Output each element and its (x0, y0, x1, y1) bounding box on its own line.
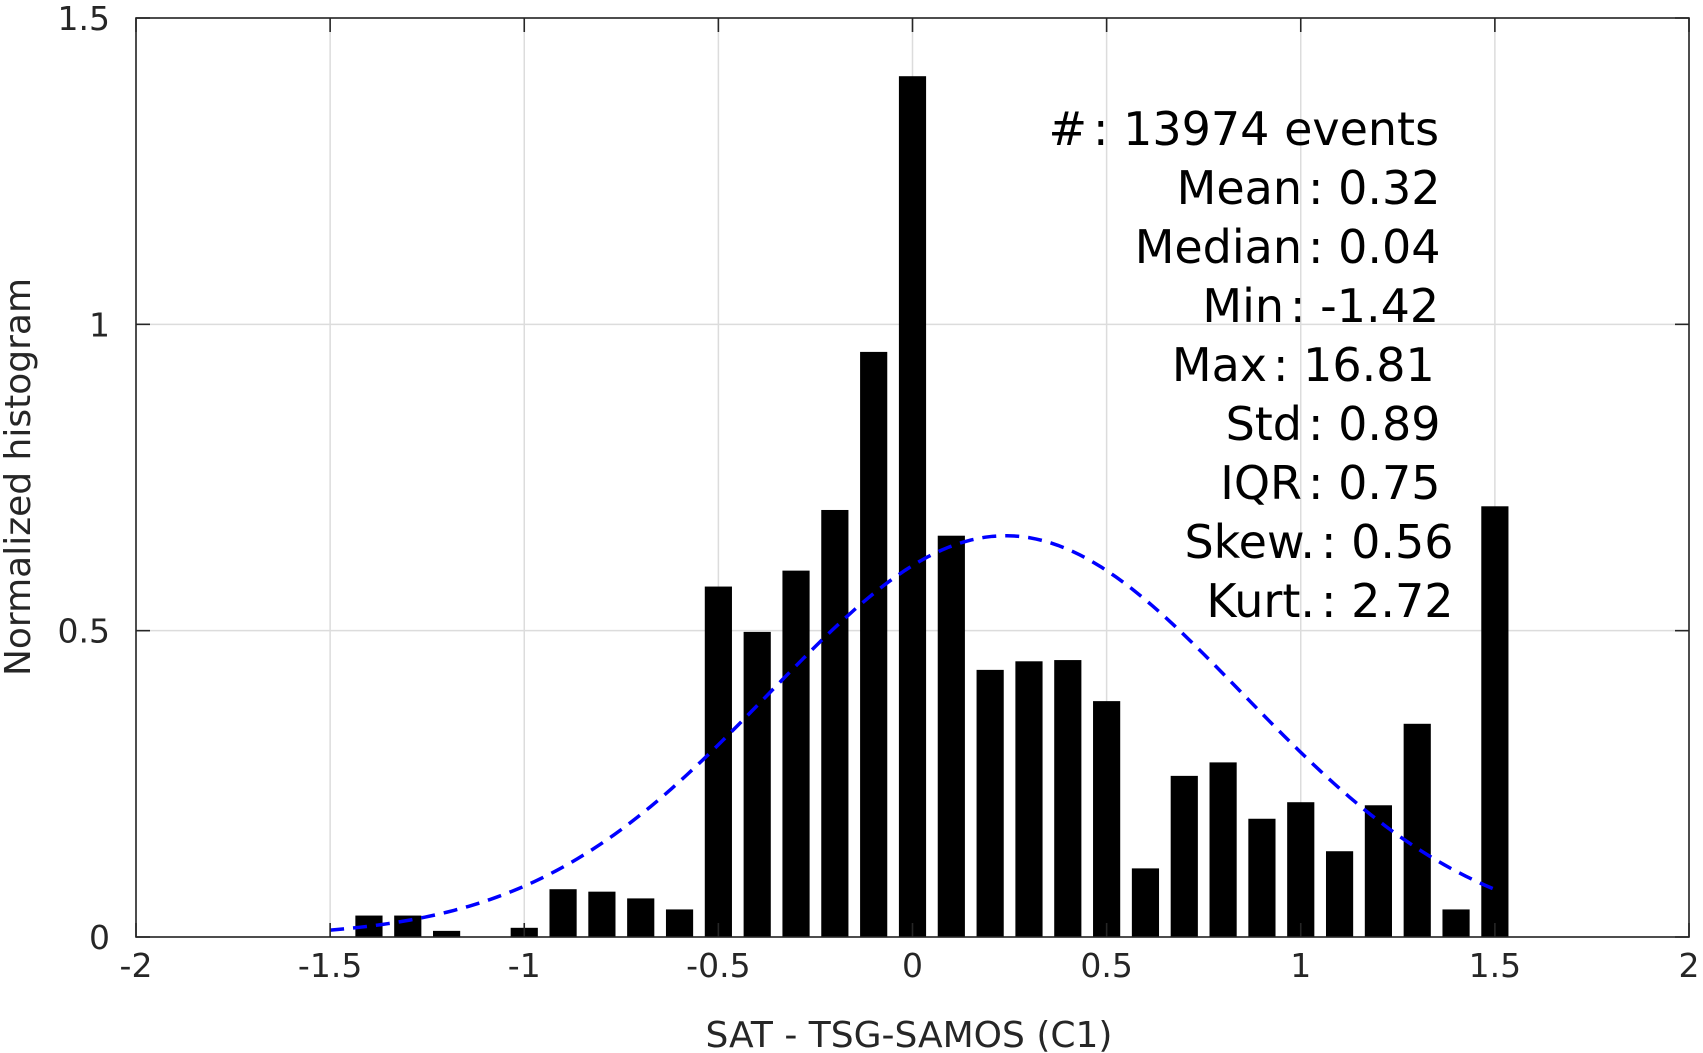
y-tick-label-1: 0.5 (58, 612, 110, 651)
histogram-bar-23 (1248, 818, 1276, 937)
stat-label-3: Min (1202, 279, 1284, 333)
y-axis-label: Normalized histogram (0, 278, 39, 676)
histogram-bar-20 (1131, 868, 1160, 937)
histogram-bar-14 (898, 76, 927, 938)
y-axis-ticks: 0 0.5 1 1.5 (58, 0, 1689, 957)
x-tick-label-8: 2 (1679, 946, 1700, 985)
histogram-bar-19 (1093, 701, 1121, 937)
stat-label-5: Std (1226, 397, 1302, 451)
x-tick-label-1: -1.5 (298, 946, 362, 985)
histogram-bar-10 (743, 631, 771, 937)
stat-label-4: Max (1172, 338, 1267, 392)
x-tick-label-4: 0 (902, 946, 923, 985)
x-axis-ticks: -2 -1.5 -1 -0.5 0 0.5 1 1.5 2 (120, 18, 1700, 985)
histogram-bar-12 (821, 509, 849, 937)
stat-label-0: # (1048, 102, 1087, 156)
histogram-bar-13 (860, 351, 888, 937)
histogram-bar-22 (1209, 762, 1237, 937)
stat-value-8: : 2.72 (1321, 574, 1454, 628)
normal-fit-curve (329, 533, 1496, 932)
x-tick-label-0: -2 (120, 946, 153, 985)
histogram-bar-6 (588, 891, 616, 937)
stat-value-7: : 0.56 (1321, 515, 1454, 569)
stat-label-1: Mean (1177, 161, 1302, 215)
stat-value-1: : 0.32 (1308, 161, 1441, 215)
histogram-bar-11 (782, 570, 810, 937)
stat-label-6: IQR (1220, 456, 1302, 510)
histogram-bar-8 (665, 909, 694, 937)
x-tick-label-2: -1 (508, 946, 541, 985)
histogram-bar-17 (1015, 661, 1043, 937)
x-tick-label-5: 0.5 (1080, 946, 1132, 985)
histogram-bar-24 (1287, 802, 1315, 937)
histogram-bar-25 (1325, 851, 1354, 937)
y-tick-label-3: 1.5 (58, 0, 110, 38)
histogram-bar-28 (1442, 909, 1470, 937)
stat-label-8: Kurt. (1206, 574, 1315, 628)
stat-value-3: : -1.42 (1290, 279, 1439, 333)
histogram-bars (355, 76, 1509, 938)
histogram-bar-21 (1170, 775, 1198, 937)
x-tick-label-6: 1 (1290, 946, 1311, 985)
x-tick-label-7: 1.5 (1469, 946, 1521, 985)
histogram-bar-16 (976, 669, 1004, 937)
stat-label-7: Skew. (1184, 515, 1315, 569)
stat-value-0: : 13974 events (1093, 102, 1439, 156)
stat-value-6: : 0.75 (1308, 456, 1441, 510)
y-tick-label-2: 1 (89, 305, 110, 344)
histogram-bar-18 (1054, 660, 1082, 937)
histogram-bar-26 (1364, 805, 1392, 937)
x-tick-label-3: -0.5 (686, 946, 750, 985)
stat-value-4: : 16.81 (1273, 338, 1435, 392)
histogram-bar-29 (1481, 506, 1509, 937)
stat-value-2: : 0.04 (1308, 220, 1441, 274)
histogram-bar-9 (704, 586, 732, 937)
histogram-bar-5 (549, 889, 577, 937)
stat-value-5: : 0.89 (1308, 397, 1441, 451)
histogram-bar-15 (937, 535, 965, 937)
stat-label-2: Median (1135, 220, 1302, 274)
y-tick-label-0: 0 (89, 918, 110, 957)
x-axis-label: SAT - TSG-SAMOS (C1) (706, 1015, 1113, 1053)
histogram-bar-0 (355, 915, 383, 937)
histogram-bar-27 (1403, 723, 1431, 937)
histogram-bar-2 (433, 930, 461, 937)
histogram-bar-7 (627, 898, 655, 937)
